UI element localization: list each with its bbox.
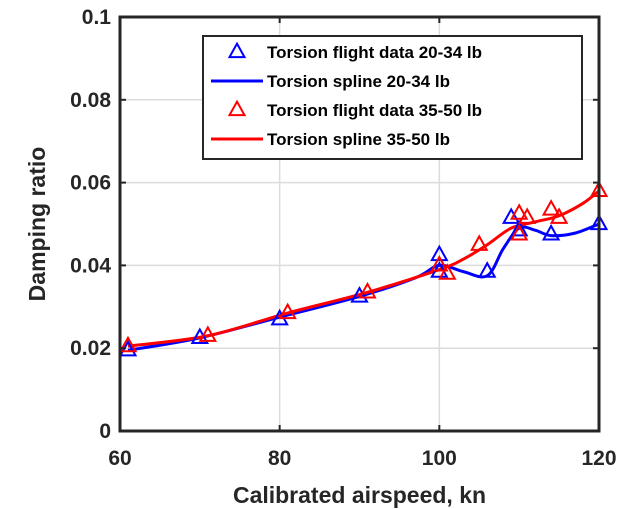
- x-tick-label: 80: [268, 447, 291, 470]
- y-tick-label: 0.08: [70, 89, 111, 112]
- data-point-marker: [118, 335, 138, 353]
- legend-entry-label: Torsion spline 20-34 lb: [267, 72, 450, 91]
- data-point-marker: [430, 254, 449, 272]
- series-line-3: [127, 189, 600, 348]
- data-point-marker: [517, 207, 537, 224]
- data-point-marker: [549, 207, 569, 224]
- data-point-marker: [430, 244, 449, 262]
- x-axis-label: Calibrated airspeed, kn: [233, 482, 486, 508]
- y-tick-label: 0: [99, 420, 111, 443]
- legend-marker-swatch: [227, 99, 247, 117]
- x-tick-label: 120: [581, 447, 616, 470]
- legend: Torsion flight data 20-34 lb Torsion spli…: [202, 35, 583, 160]
- y-tick-label: 0.02: [70, 337, 111, 360]
- legend-box: [202, 35, 583, 160]
- legend-entry-label: Torsion spline 35-50 lb: [267, 130, 450, 149]
- data-point-marker: [509, 223, 529, 241]
- data-point-marker: [541, 223, 561, 241]
- x-axis-ticks: 60 80 100 120: [108, 17, 617, 470]
- data-point-marker: [350, 286, 369, 303]
- data-point-marker: [198, 325, 218, 342]
- data-point-marker: [470, 234, 489, 251]
- y-axis-ticks: 0 0.02 0.04 0.06 0.08 0.1: [70, 6, 599, 443]
- data-point-marker: [358, 281, 377, 299]
- data-point-marker: [478, 261, 497, 278]
- legend-marker-swatch: [227, 41, 247, 59]
- y-tick-label: 0.1: [82, 6, 112, 29]
- legend-entry-label: Torsion flight data 20-34 lb: [267, 43, 482, 62]
- data-point-marker: [541, 199, 561, 216]
- series-markers: [118, 180, 609, 357]
- x-tick-label: 100: [422, 447, 457, 470]
- y-tick-label: 0.04: [70, 254, 111, 277]
- y-axis-label: Damping ratio: [24, 147, 50, 302]
- data-point-marker: [509, 219, 529, 237]
- y-tick-label: 0.06: [70, 172, 111, 195]
- data-point-marker: [509, 203, 529, 220]
- data-point-marker: [501, 207, 521, 224]
- legend-entry-label: Torsion flight data 35-50 lb: [267, 101, 482, 120]
- x-tick-label: 60: [108, 447, 131, 470]
- data-point-marker: [278, 302, 297, 320]
- plot-frame: [118, 15, 601, 433]
- data-point-marker: [438, 263, 457, 280]
